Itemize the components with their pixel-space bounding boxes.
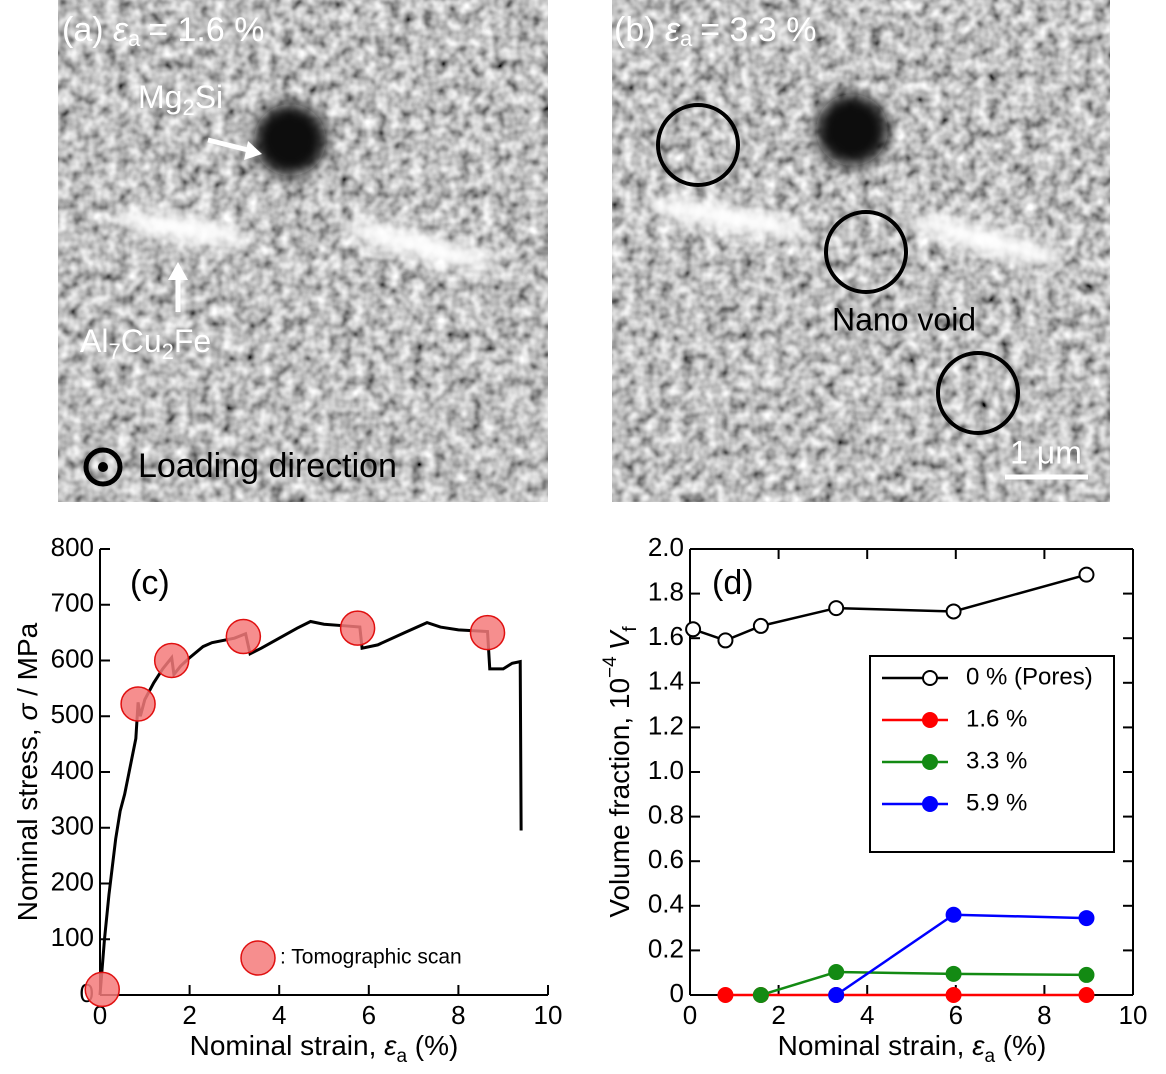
legend-frame (869, 655, 1115, 853)
data-point (120, 686, 156, 722)
x-tick-label: 4 (272, 1000, 286, 1030)
y-axis-label: Volume fraction, 10−4Vf (600, 626, 641, 918)
x-tick-label: 0 (683, 1000, 697, 1030)
particle-label: Mg2Si (138, 79, 223, 119)
data-line (98, 619, 523, 996)
x-tick-label: 6 (949, 1000, 963, 1030)
y-tick-label: 1.4 (648, 666, 684, 696)
bright-particle (342, 221, 498, 271)
bright-particle (643, 198, 813, 238)
data-point (717, 632, 734, 649)
legend-label: : Tomographic scan (280, 946, 462, 969)
micrograph-a (58, 0, 548, 502)
data-point (469, 614, 506, 651)
data-point (1078, 910, 1095, 927)
data-point (685, 621, 702, 638)
x-tick-label: 6 (362, 1000, 376, 1030)
data-point (945, 603, 962, 620)
scale-bar-label: 1 μm (1010, 434, 1082, 470)
y-tick-label: 1.0 (648, 755, 684, 785)
y-tick-label: 0.6 (648, 844, 684, 874)
dark-particle (816, 94, 888, 166)
legend-marker (922, 712, 938, 728)
x-tick-label: 2 (771, 1000, 785, 1030)
x-tick-label: 2 (182, 1000, 196, 1030)
y-tick-label: 0.8 (648, 799, 684, 829)
legend-label: 3.3 % (966, 747, 1027, 774)
data-point (945, 987, 962, 1003)
image-title: (b) εa = 3.3 % (614, 11, 816, 51)
legend-marker (240, 940, 276, 976)
arrow-head (244, 141, 262, 160)
bright-particle (907, 215, 1063, 265)
x-tick-label: 10 (534, 1000, 563, 1030)
data-point (828, 600, 845, 617)
y-tick-label: 1.2 (648, 710, 684, 740)
x-tick-label: 10 (1119, 1000, 1148, 1030)
y-tick-label: 0.2 (648, 933, 684, 963)
arrow-head (168, 262, 188, 280)
data-point (828, 987, 845, 1003)
data-point (752, 617, 769, 634)
data-line (835, 913, 1087, 997)
particle-label: Al7Cu2Fe (80, 323, 211, 363)
y-tick-label: 300 (51, 811, 94, 841)
void-circle (824, 210, 908, 294)
panel-label: (d) (712, 564, 754, 602)
y-tick-label: 700 (51, 588, 94, 618)
x-tick-label: 8 (451, 1000, 465, 1030)
y-tick-label: 100 (51, 922, 94, 952)
panel-label: (c) (130, 564, 170, 602)
legend-marker (922, 754, 938, 770)
x-tick-label: 4 (860, 1000, 874, 1030)
legend-label: 5.9 % (966, 789, 1027, 816)
data-point (1078, 566, 1095, 583)
data-point (752, 987, 769, 1003)
y-tick-label: 2.0 (648, 532, 684, 562)
data-point (828, 964, 845, 981)
y-tick-label: 0 (670, 978, 684, 1008)
data-line (760, 970, 1087, 997)
y-tick-label: 600 (51, 643, 94, 673)
void-label: Nano void (832, 301, 976, 337)
legend-label: 0 % (Pores) (966, 663, 1093, 690)
void-circle (656, 103, 740, 187)
loading-symbol-dot (98, 462, 108, 472)
data-point (945, 906, 962, 923)
dark-particle (254, 104, 326, 176)
y-tick-label: 0.4 (648, 889, 684, 919)
data-point (945, 965, 962, 982)
bright-particle (114, 211, 250, 245)
micrograph-b (612, 0, 1110, 502)
legend-marker (922, 796, 938, 812)
x-axis-label: Nominal strain, εa (%) (778, 1030, 1047, 1067)
x-tick-label: 8 (1037, 1000, 1051, 1030)
loading-symbol (83, 447, 123, 487)
x-tick-label: 0 (93, 1000, 107, 1030)
data-point (1078, 987, 1095, 1003)
data-point (339, 610, 376, 646)
data-point (153, 642, 190, 679)
y-tick-label: 1.8 (648, 576, 684, 606)
legend-marker (922, 670, 938, 686)
x-axis-label: Nominal strain, εa (%) (190, 1030, 459, 1067)
data-point (84, 971, 120, 1008)
y-tick-label: 1.6 (648, 621, 684, 651)
y-tick-label: 200 (51, 866, 94, 896)
void-circle (936, 351, 1020, 435)
data-point (717, 987, 734, 1003)
loading-label: Loading direction (138, 447, 397, 485)
data-point (1078, 966, 1095, 983)
y-tick-label: 500 (51, 699, 94, 729)
image-title: (a) εa = 1.6 % (62, 11, 264, 51)
arrow (207, 137, 249, 153)
y-tick-label: 400 (51, 755, 94, 785)
y-axis-label: Nominal stress, σ / MPa (12, 622, 43, 921)
data-point (225, 618, 262, 655)
legend-label: 1.6 % (966, 705, 1027, 732)
y-tick-label: 800 (51, 532, 94, 562)
